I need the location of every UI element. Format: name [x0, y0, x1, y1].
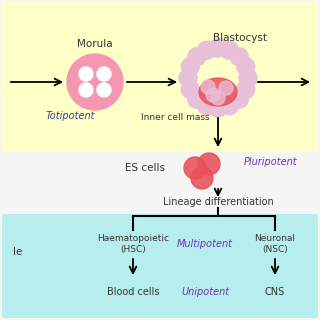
Text: Blood cells: Blood cells: [107, 287, 159, 297]
Circle shape: [220, 41, 238, 59]
Text: Unipotent: Unipotent: [181, 287, 229, 297]
Text: Lineage differentiation: Lineage differentiation: [163, 197, 273, 207]
Circle shape: [181, 81, 199, 99]
Circle shape: [97, 83, 111, 97]
Text: CNS: CNS: [265, 287, 285, 297]
Circle shape: [211, 91, 225, 105]
Circle shape: [237, 58, 255, 76]
FancyBboxPatch shape: [2, 2, 318, 152]
Text: Haematopoietic
(HSC): Haematopoietic (HSC): [97, 234, 169, 254]
Circle shape: [188, 90, 206, 108]
Circle shape: [79, 67, 93, 81]
Circle shape: [198, 153, 220, 175]
Circle shape: [197, 97, 215, 115]
Circle shape: [67, 54, 123, 110]
Circle shape: [181, 58, 199, 76]
Circle shape: [79, 83, 93, 97]
Circle shape: [230, 48, 248, 66]
Text: ES cells: ES cells: [125, 163, 165, 173]
Circle shape: [206, 88, 220, 102]
Circle shape: [220, 97, 238, 115]
Ellipse shape: [199, 78, 237, 106]
Circle shape: [201, 80, 215, 94]
FancyBboxPatch shape: [2, 214, 318, 318]
Circle shape: [179, 69, 197, 87]
Text: Morula: Morula: [77, 39, 113, 49]
Circle shape: [239, 69, 257, 87]
Circle shape: [188, 48, 206, 66]
Text: Neuronal
(NSC): Neuronal (NSC): [254, 234, 295, 254]
Circle shape: [97, 67, 111, 81]
Text: le: le: [13, 247, 23, 257]
Text: Blastocyst: Blastocyst: [213, 33, 267, 43]
Circle shape: [237, 81, 255, 99]
Text: Multipotent: Multipotent: [177, 239, 233, 249]
Circle shape: [209, 39, 227, 57]
Text: Pluripotent: Pluripotent: [244, 157, 298, 167]
Text: Totipotent: Totipotent: [45, 111, 95, 121]
Circle shape: [209, 99, 227, 117]
Circle shape: [219, 81, 233, 95]
Circle shape: [191, 167, 213, 189]
Circle shape: [230, 90, 248, 108]
Circle shape: [184, 157, 206, 179]
Text: Inner cell mass: Inner cell mass: [141, 114, 209, 123]
Circle shape: [197, 41, 215, 59]
